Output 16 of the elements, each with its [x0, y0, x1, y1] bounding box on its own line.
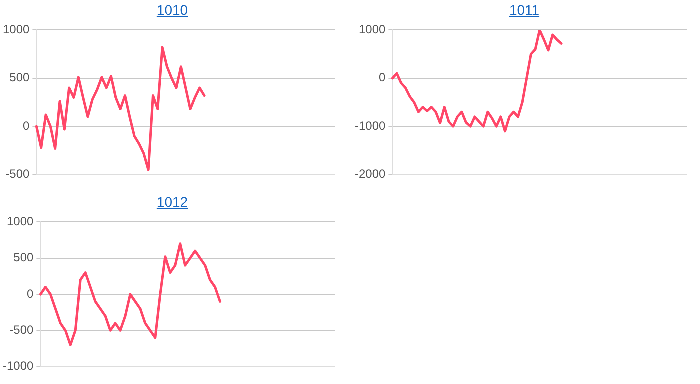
chart-title: 1010	[156, 2, 190, 18]
y-tick-label: 0	[379, 70, 386, 85]
chart-title: 1011	[508, 2, 541, 18]
chart-title: 1012	[156, 194, 190, 210]
y-tick-label: 500	[14, 250, 34, 265]
y-tick-label: 0	[27, 286, 34, 301]
y-tick-label: -500	[10, 322, 34, 337]
y-tick-label: -1000	[2, 359, 34, 374]
y-tick-label: 1000	[6, 214, 34, 229]
y-tick-label: -2000	[354, 167, 386, 182]
y-tick-label: 500	[10, 70, 30, 85]
y-tick-label: 0	[23, 118, 30, 133]
y-tick-label: -500	[6, 167, 30, 182]
y-tick-label: 1000	[2, 22, 30, 37]
y-tick-label: -1000	[354, 118, 386, 133]
y-tick-label: 1000	[358, 22, 386, 37]
